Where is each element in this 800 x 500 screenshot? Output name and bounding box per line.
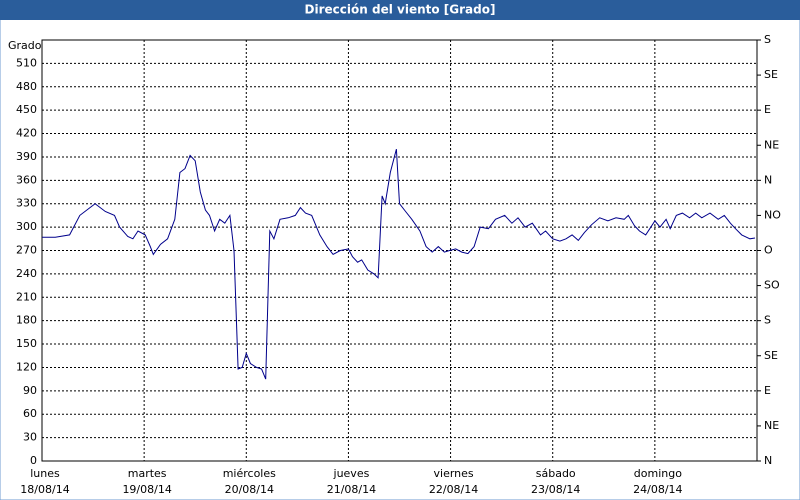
x-tick-date: 21/08/14 [327, 483, 376, 496]
y-tick-label: 510 [16, 56, 37, 69]
title-bar [0, 0, 800, 20]
y-tick-label: 420 [16, 127, 37, 140]
y-tick-label: 270 [16, 244, 37, 257]
x-tick-label: martes [128, 467, 167, 480]
y2-tick-label: E [764, 103, 771, 116]
y2-tick-label: N [764, 454, 772, 467]
x-tick-label: miércoles [223, 467, 276, 480]
x-tick-label: lunes [30, 467, 60, 480]
x-tick-date: 19/08/14 [122, 483, 171, 496]
y2-tick-label: N [764, 173, 772, 186]
y-tick-label: 360 [16, 173, 37, 186]
y2-tick-label: SE [764, 349, 778, 362]
y-tick-label: 390 [16, 150, 37, 163]
x-tick-date: 23/08/14 [531, 483, 580, 496]
x-tick-label: domingo [634, 467, 682, 480]
y-tick-label: 240 [16, 267, 37, 280]
y-tick-label: 150 [16, 337, 37, 350]
y2-tick-label: SO [764, 279, 780, 292]
y2-tick-label: NE [764, 419, 779, 432]
y-tick-label: 0 [30, 454, 37, 467]
x-tick-date: 18/08/14 [20, 483, 69, 496]
chart-title: Dirección del viento [Grado] [305, 3, 496, 17]
data-line [42, 148, 756, 380]
y-tick-label: 450 [16, 103, 37, 116]
y2-tick-label: NO [764, 208, 781, 221]
y2-tick-label: SE [764, 68, 778, 81]
y2-tick-label: E [764, 384, 771, 397]
x-tick-date: 24/08/14 [633, 483, 682, 496]
x-tick-label: sábado [536, 467, 576, 480]
y-tick-label: 60 [23, 407, 37, 420]
x-tick-date: 20/08/14 [225, 483, 274, 496]
y-tick-label: 480 [16, 80, 37, 93]
y-tick-label: 330 [16, 197, 37, 210]
y-tick-label: 120 [16, 360, 37, 373]
y2-tick-label: NE [764, 138, 779, 151]
y2-tick-label: S [764, 33, 771, 46]
y-tick-label: 90 [23, 384, 37, 397]
y2-tick-label: S [764, 314, 771, 327]
y-tick-label: 300 [16, 220, 37, 233]
x-tick-date: 22/08/14 [429, 483, 478, 496]
y-tick-label: 210 [16, 290, 37, 303]
y-tick-label: 30 [23, 431, 37, 444]
y-tick-label: 180 [16, 314, 37, 327]
x-tick-label: viernes [434, 467, 474, 480]
plot-border [41, 39, 758, 462]
y2-tick-label: O [764, 244, 773, 257]
x-tick-label: jueves [333, 467, 370, 480]
y-axis-label: Grado [8, 39, 42, 52]
